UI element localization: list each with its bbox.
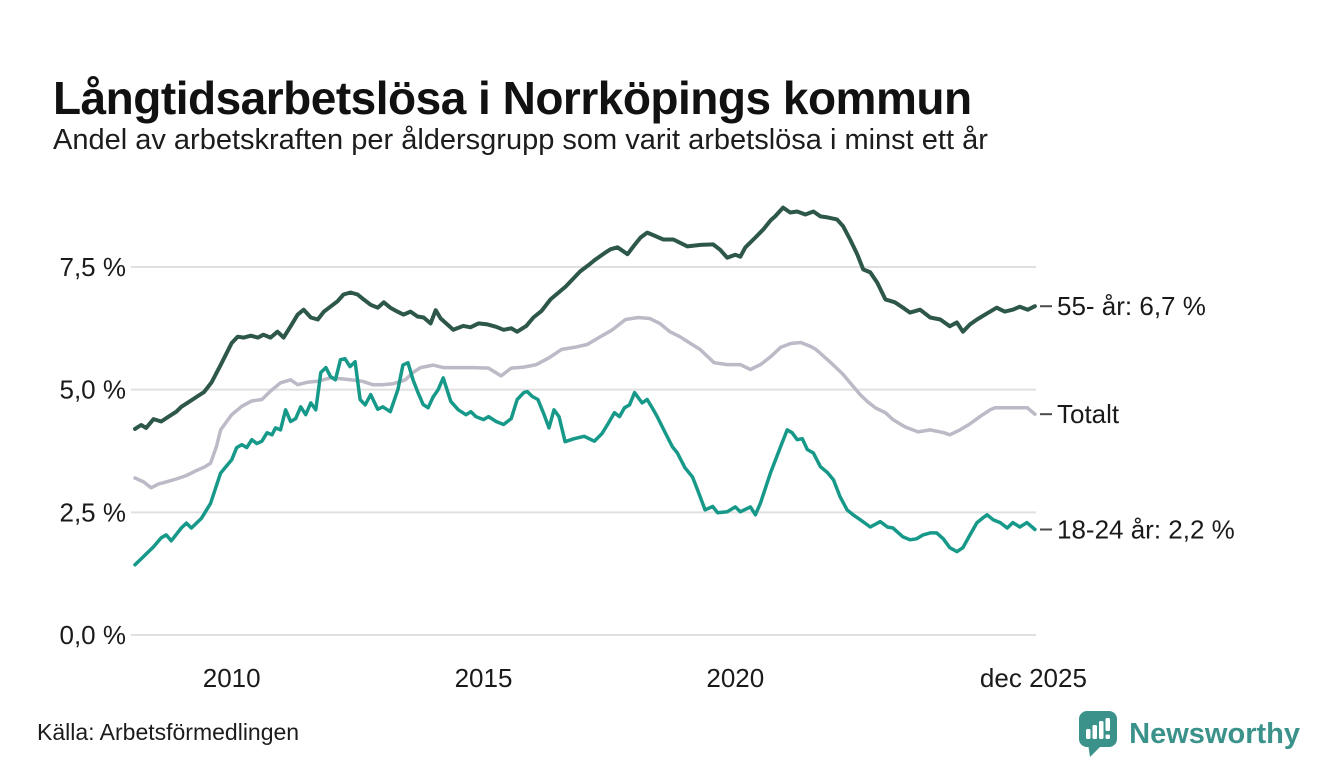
source-note: Källa: Arbetsförmedlingen: [37, 719, 300, 745]
newsworthy-logo: Newsworthy: [1077, 710, 1300, 758]
series-end-label: 55- år: 6,7 %: [1057, 291, 1206, 321]
series-line-18-24-r: [133, 356, 1037, 567]
y-tick-label: 7,5 %: [60, 252, 127, 282]
y-tick-label: 5,0 %: [60, 375, 127, 405]
x-tick-label: 2015: [455, 663, 513, 693]
x-tick-label: 2020: [706, 663, 764, 693]
page-title: Långtidsarbetslösa i Norrköpings kommun: [53, 71, 972, 124]
x-tick-label: dec 2025: [980, 663, 1087, 693]
y-tick-label: 0,0 %: [60, 620, 127, 650]
y-tick-label: 2,5 %: [60, 497, 127, 527]
page-subtitle: Andel av arbetskraften per åldersgrupp s…: [53, 124, 988, 156]
newsworthy-logo-text: Newsworthy: [1129, 717, 1300, 750]
series-line-totalt: [133, 315, 1037, 490]
series-line-55-r: [133, 205, 1037, 431]
series-end-label: 18-24 år: 2,2 %: [1057, 514, 1235, 544]
x-tick-label: 2010: [203, 663, 261, 693]
series-end-label: Totalt: [1057, 399, 1120, 429]
newsworthy-bubble-chart-icon: [1079, 711, 1118, 757]
